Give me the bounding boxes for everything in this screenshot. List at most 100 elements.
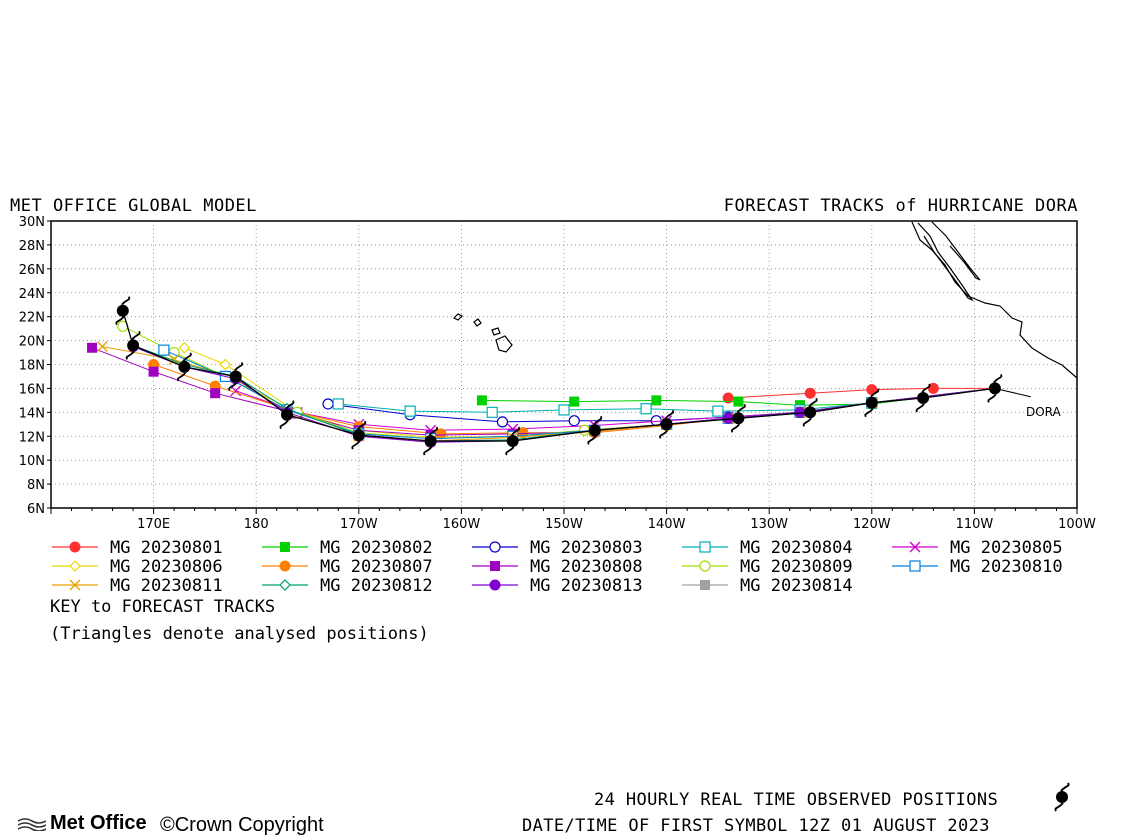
legend-marker [490, 561, 500, 571]
x-tick-label: 160W [443, 517, 481, 532]
observed-position-icon [802, 397, 818, 427]
first-symbol-datetime: DATE/TIME OF FIRST SYMBOL 12Z 01 AUGUST … [522, 816, 990, 836]
storm-label: DORA [1026, 405, 1062, 419]
legend-item: MG 20230801 [52, 538, 223, 558]
landmasses [452, 221, 1078, 379]
legend-marker [489, 579, 501, 591]
observed-position-arm [921, 383, 931, 393]
track-line [102, 346, 995, 442]
observed-position-dot [988, 382, 1001, 395]
observed-position-icon [115, 296, 131, 326]
axes: 30N 28N 26N 24N 22N 20N 18N 16N 14N 12N 10N 8N 6N 170… [19, 215, 1096, 532]
island-kauai [452, 313, 464, 321]
observed-position-arm [351, 440, 361, 450]
observed-position-dot [281, 408, 293, 421]
key-title: KEY to FORECAST TRACKS [50, 597, 276, 617]
track-point [804, 387, 816, 399]
observed-position-icon [987, 373, 1003, 403]
observed-position-icon [731, 403, 746, 433]
y-tick-label: 28N [19, 239, 45, 254]
legend-label: MG 20230812 [320, 576, 433, 596]
observed-position-icon [915, 383, 931, 413]
observed-position-arm [423, 446, 433, 456]
observed-position-arm [285, 400, 295, 410]
legend-marker [279, 579, 291, 591]
track-point [486, 406, 498, 418]
y-tick-label: 16N [19, 382, 45, 397]
observed-position-arm [121, 296, 131, 306]
legend-marker [700, 580, 710, 590]
observed-position-arm [182, 352, 192, 362]
observed-position-arm [659, 429, 669, 439]
track-line [122, 325, 995, 440]
x-tick-label: 180 [244, 517, 269, 532]
observed-position-dot [229, 370, 242, 383]
legend-item: MG 20230814 [682, 576, 853, 596]
observed-position-icon [351, 420, 367, 450]
track-mg-20230808 [87, 342, 995, 441]
island-hawaii [495, 335, 513, 353]
observed-position-arm [228, 381, 238, 391]
observed-position-arm [357, 420, 367, 430]
legend-item: MG 20230809 [682, 557, 853, 577]
track-point [87, 342, 98, 353]
legend-marker [699, 541, 711, 553]
observed-position-icon [279, 400, 295, 430]
track-point [435, 428, 447, 440]
observed-label: 24 HOURLY REAL TIME OBSERVED POSITIONS [594, 790, 999, 810]
observed-position-dot [506, 435, 519, 447]
legend-label: MG 20230808 [530, 557, 643, 577]
hurricane-symbol-icon [1054, 782, 1070, 812]
legend-item: MG 20230802 [262, 538, 433, 558]
x-tick-label: 100W [1058, 517, 1096, 532]
key-note: (Triangles denote analysed positions) [50, 624, 429, 644]
observed-position-arm [511, 426, 521, 436]
legend-item: MG 20230804 [682, 538, 853, 558]
track-point [404, 405, 416, 417]
x-tick-label: 120W [853, 517, 891, 532]
observed-position-arm [125, 350, 135, 360]
x-tick-label: 150W [545, 517, 583, 532]
observed-position-arm [587, 435, 597, 445]
legend-marker [69, 560, 81, 572]
legend-label: MG 20230807 [320, 557, 433, 577]
track-point [322, 398, 334, 410]
observed-track [115, 296, 1031, 456]
legend-label: MG 20230804 [740, 538, 853, 558]
x-tick-label: 170E [137, 517, 170, 532]
observed-position-arm [664, 409, 674, 419]
legend-label: MG 20230801 [110, 538, 223, 558]
x-tick-label: 110W [956, 517, 994, 532]
observed-position-dot [732, 412, 745, 425]
legend-item: MG 20230811 [52, 576, 223, 596]
observed-position-dot [804, 406, 817, 419]
track-point [219, 358, 232, 371]
track-point [168, 354, 180, 366]
y-tick-label: 24N [19, 287, 45, 302]
y-tick-label: 20N [19, 335, 45, 350]
met-office-logo-text: Met Office [50, 812, 147, 834]
observed-position-icon [125, 330, 141, 360]
track-point [158, 344, 170, 356]
track-point [651, 395, 662, 406]
track-point [640, 403, 652, 415]
track-mg-20230801 [722, 382, 995, 404]
track-point [569, 396, 580, 407]
label-leader [994, 387, 1031, 398]
y-tick-label: 26N [19, 263, 45, 278]
observed-position-arm [864, 408, 874, 418]
observed-position-arm [808, 397, 818, 407]
observed-position-arm [131, 330, 141, 341]
observed-position-arm [428, 426, 438, 436]
island-oahu [473, 318, 482, 327]
observed-position-arm [870, 388, 880, 398]
observed-position-arm [177, 372, 187, 382]
forecast-tracks [87, 320, 995, 448]
observed-position-arm [802, 417, 812, 427]
track-point [722, 392, 734, 404]
observed-position-arm [915, 403, 925, 413]
observed-position-arm [279, 420, 289, 430]
observed-position-dot [424, 435, 437, 447]
coastline-baja [917, 222, 974, 302]
observed-position-arm [505, 446, 515, 456]
